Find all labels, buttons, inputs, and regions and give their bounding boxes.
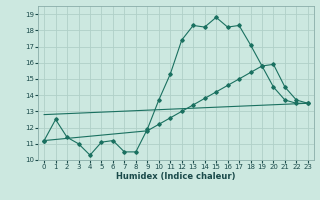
X-axis label: Humidex (Indice chaleur): Humidex (Indice chaleur) (116, 172, 236, 181)
